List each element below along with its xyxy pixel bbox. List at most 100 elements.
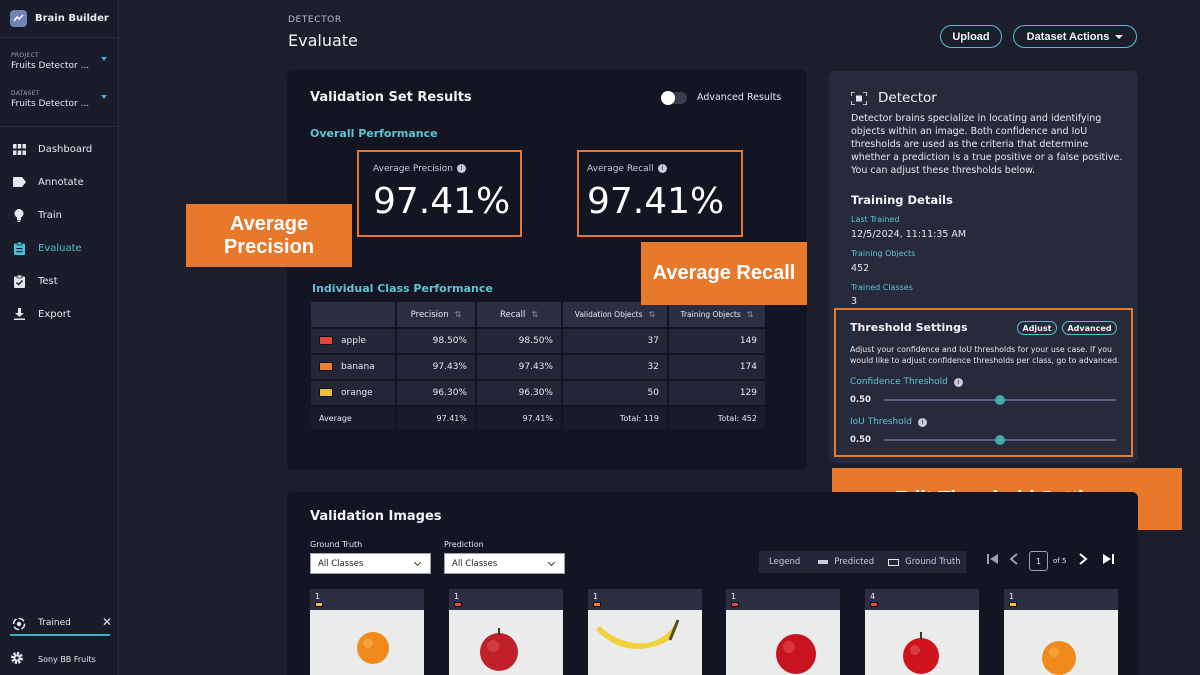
dataset-actions-label: Dataset Actions: [1026, 30, 1110, 43]
precision-cell: 97.41%: [396, 406, 477, 431]
adjust-button[interactable]: Adjust: [1017, 321, 1057, 335]
table-header-row: Precision ⇅ Recall ⇅ Validation Objects ⇅ T…: [311, 302, 767, 329]
gear-icon: [10, 650, 24, 669]
last-page-icon[interactable]: [1102, 553, 1114, 569]
validation-image-thumbnail[interactable]: 1: [726, 589, 840, 675]
validation-objects-cell: 50: [562, 380, 669, 407]
nav-item-train[interactable]: Train: [0, 203, 119, 227]
confidence-threshold-value: 0.50: [850, 395, 871, 405]
slider-thumb[interactable]: [995, 395, 1005, 405]
sort-icon: ⇅: [648, 309, 656, 319]
nav-label: Train: [38, 209, 62, 221]
table-header-recall[interactable]: Recall ⇅: [476, 302, 563, 329]
validation-images-card: [287, 492, 1138, 675]
advanced-results-label: Advanced Results: [697, 92, 782, 103]
validation-objects-cell: 32: [562, 354, 669, 381]
column-label: Validation Objects: [574, 309, 643, 319]
chevron-down-icon: [101, 95, 107, 99]
table-header-precision[interactable]: Precision ⇅: [396, 302, 477, 329]
validation-image-thumbnail[interactable]: 4: [865, 589, 979, 675]
class-performance-title: Individual Class Performance: [312, 282, 493, 295]
info-icon[interactable]: i: [657, 164, 667, 173]
nav-item-test[interactable]: Test: [0, 269, 119, 293]
app-name: Brain Builder: [35, 13, 109, 24]
page-number-input[interactable]: 1: [1029, 551, 1048, 571]
iou-threshold-slider[interactable]: [884, 435, 1116, 445]
average-precision-callout: Average Precision: [186, 204, 352, 267]
advanced-results-toggle[interactable]: [661, 91, 687, 105]
info-icon[interactable]: i: [953, 378, 963, 387]
average-label-cell: Average: [311, 406, 397, 431]
object-count: 1: [731, 592, 737, 601]
class-cell: orange: [311, 380, 397, 407]
class-color-swatch: [319, 388, 333, 397]
table-header-training-objects[interactable]: Training Objects ⇅: [668, 302, 767, 329]
validation-image-thumbnail[interactable]: 1: [449, 589, 563, 675]
info-icon[interactable]: i: [917, 418, 927, 427]
project-selector[interactable]: PROJECT Fruits Detector ...: [11, 52, 111, 71]
recall-cell: 97.43%: [476, 354, 563, 381]
object-count: 4: [870, 592, 876, 601]
organization-settings[interactable]: Sony BB Fruits: [10, 650, 115, 668]
previous-page-icon[interactable]: [1009, 553, 1019, 569]
status-progress-bar: [10, 634, 110, 636]
info-icon[interactable]: i: [456, 164, 466, 173]
iou-threshold-value: 0.50: [850, 435, 871, 445]
confidence-threshold-slider[interactable]: [884, 395, 1116, 405]
detector-icon: [850, 90, 868, 109]
nav-item-evaluate[interactable]: Evaluate: [0, 236, 119, 260]
training-objects-value: 452: [851, 263, 870, 274]
recall-cell: 97.41%: [476, 406, 563, 431]
dataset-selector[interactable]: DATASET Fruits Detector ...: [11, 90, 111, 109]
bulb-icon: [12, 208, 26, 222]
sort-icon: ⇅: [454, 309, 462, 319]
download-icon: [12, 307, 26, 321]
ground-truth-swatch-icon: [888, 558, 900, 566]
chevron-down-icon: [101, 57, 107, 61]
table-row: banana 97.43% 97.43% 32 174: [311, 354, 767, 381]
validation-image-thumbnail[interactable]: 1: [588, 589, 702, 675]
clipboard-check-icon: [12, 274, 26, 288]
first-page-icon[interactable]: [987, 553, 999, 569]
sort-icon: ⇅: [746, 309, 754, 319]
nav-label: Annotate: [38, 176, 84, 188]
dataset-actions-button[interactable]: Dataset Actions: [1013, 25, 1137, 48]
class-name: banana: [341, 362, 375, 372]
object-count: 1: [593, 592, 599, 601]
chevron-down-icon: [547, 558, 556, 567]
validation-image-thumbnail[interactable]: 1: [310, 589, 424, 675]
slider-thumb[interactable]: [995, 435, 1005, 445]
average-recall-callout: Average Recall: [641, 242, 807, 305]
class-cell: banana: [311, 354, 397, 381]
next-page-icon[interactable]: [1078, 553, 1088, 569]
apple-image: [726, 610, 840, 675]
upload-button[interactable]: Upload: [940, 25, 1002, 48]
validation-image-thumbnail[interactable]: 1: [1004, 589, 1118, 675]
last-trained-label: Last Trained: [851, 215, 900, 224]
recall-cell: 96.30%: [476, 380, 563, 407]
legend-label: Legend: [769, 557, 801, 567]
trained-classes-value: 3: [851, 296, 858, 307]
nav-item-dashboard[interactable]: Dashboard: [0, 137, 119, 161]
legend-ground-truth: Ground Truth: [905, 557, 961, 567]
last-trained-value: 12/5/2024, 11:11:35 AM: [851, 229, 967, 240]
iou-threshold-label: IoU Threshold i: [850, 417, 927, 427]
label-text: IoU Threshold: [850, 417, 912, 427]
nav-label: Evaluate: [38, 242, 82, 254]
table-header-class: [311, 302, 397, 329]
advanced-button[interactable]: Advanced: [1062, 321, 1117, 335]
confidence-threshold-label: Confidence Threshold i: [850, 377, 963, 387]
training-details-title: Training Details: [851, 193, 953, 207]
validation-objects-cell: Total: 119: [562, 406, 669, 431]
nav-item-export[interactable]: Export: [0, 302, 119, 326]
nav-item-annotate[interactable]: Annotate: [0, 170, 119, 194]
brand[interactable]: Brain Builder: [0, 0, 119, 38]
class-marker: [1009, 602, 1017, 607]
column-label: Training Objects: [680, 309, 741, 319]
prediction-dropdown[interactable]: All Classes: [444, 553, 565, 574]
ground-truth-dropdown[interactable]: All Classes: [310, 553, 431, 574]
trained-status-icon: [12, 616, 26, 635]
table-header-validation-objects[interactable]: Validation Objects ⇅: [562, 302, 669, 329]
dropdown-value: All Classes: [452, 558, 498, 569]
close-icon[interactable]: ✕: [102, 615, 113, 629]
